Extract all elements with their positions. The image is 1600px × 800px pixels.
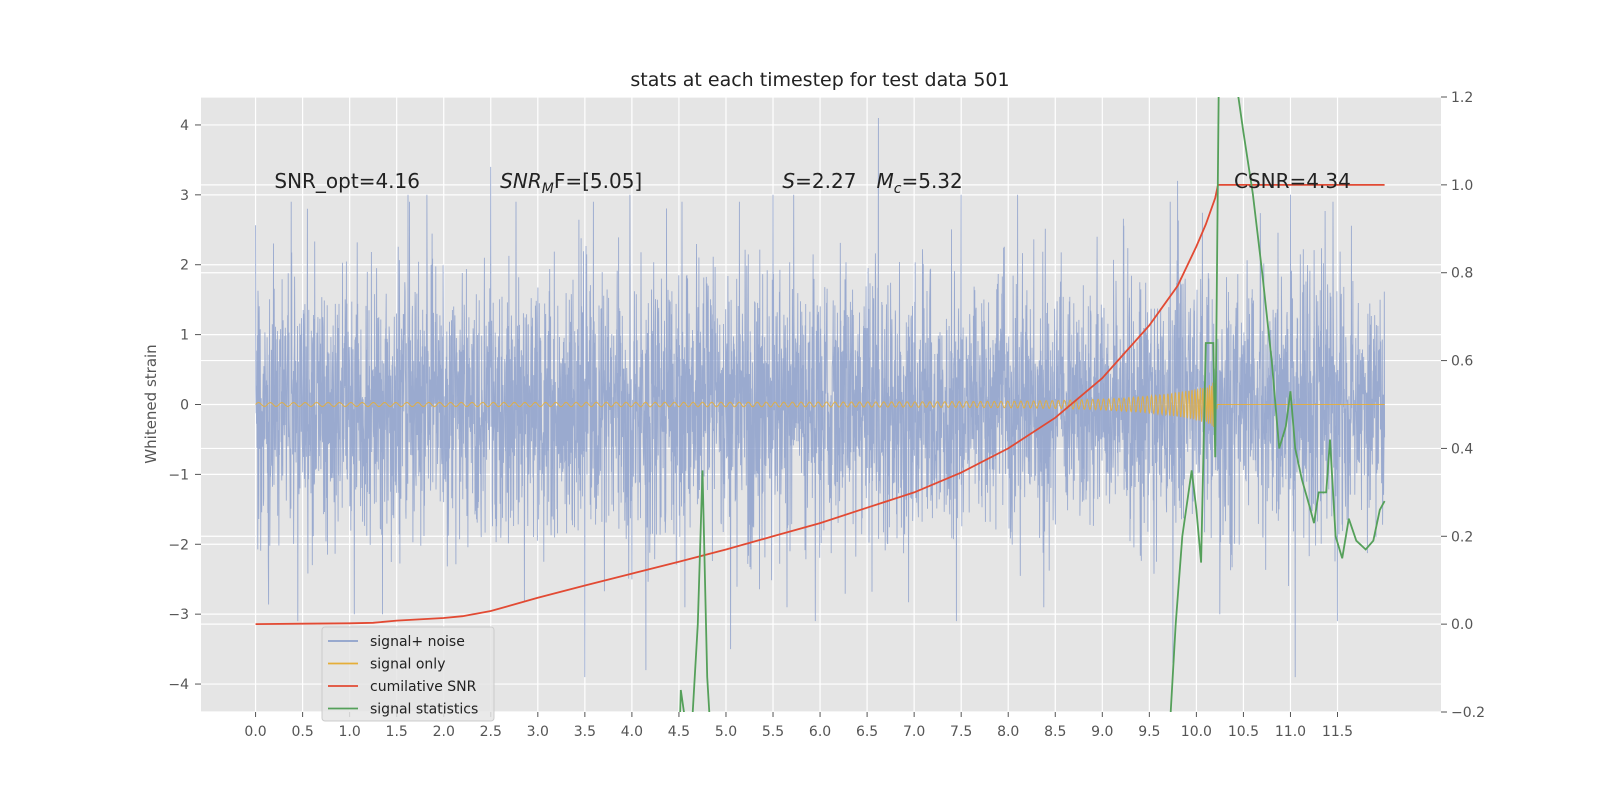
x-tick-label: 7.0: [903, 724, 925, 740]
x-tick-label: 8.5: [1044, 724, 1066, 740]
x-tick-label: 7.5: [950, 724, 972, 740]
series-layer: [255, 97, 1386, 712]
y-tick-label: 2: [180, 258, 189, 274]
y-axis-label: Whitened strain: [142, 344, 160, 463]
y-tick-label: −4: [168, 677, 189, 693]
y-axis-left: 4 3 2 1 0 −1 −2 −3 −4: [168, 118, 201, 693]
y-tick-label: 0: [180, 398, 189, 414]
x-tick-label: 4.0: [621, 724, 643, 740]
y2-tick-label: 0.0: [1451, 617, 1473, 633]
annotation: CSNR=4.34: [1234, 169, 1351, 193]
legend-label: signal statistics: [370, 702, 478, 718]
x-tick-label: 0.0: [244, 724, 266, 740]
x-tick-label: 8.0: [997, 724, 1019, 740]
y-tick-label: 4: [180, 118, 189, 134]
x-tick-label: 10.5: [1228, 724, 1259, 740]
y-axis-right: 1.2 1.0 0.8 0.6 0.4 0.2 0.0 −0.2: [1441, 90, 1485, 721]
y2-tick-label: 1.2: [1451, 90, 1473, 106]
x-tick-label: 11.5: [1322, 724, 1353, 740]
y-tick-label: −1: [168, 467, 189, 483]
legend: signal+ noise signal only cumilative SNR si…: [321, 626, 495, 722]
y-tick-label: −2: [168, 537, 189, 553]
legend-label: signal+ noise: [370, 634, 465, 650]
x-tick-label: 1.0: [339, 724, 361, 740]
x-tick-label: 9.0: [1091, 724, 1113, 740]
annotations: SNR_opt=4.16 SNRMF=[5.05] S=2.27 Mc=5.32 CSN…: [274, 169, 1350, 197]
legend-label: cumilative SNR: [370, 679, 477, 695]
x-tick-label: 2.5: [480, 724, 502, 740]
annotation: S=2.27: [782, 169, 856, 193]
annotation: SNRMF=[5.05]: [500, 169, 642, 197]
x-tick-label: 10.0: [1181, 724, 1212, 740]
x-tick-label: 6.0: [809, 724, 831, 740]
y2-tick-label: 0.4: [1451, 441, 1473, 457]
x-axis: 0.0 0.5 1.0 1.5 2.0 2.5 3.0 3.5 4.0 4.5 5.0 5.5 6.0 6…: [244, 712, 1353, 740]
x-tick-label: 2.0: [433, 724, 455, 740]
y2-tick-label: 1.0: [1451, 178, 1473, 194]
y2-tick-label: −0.2: [1451, 705, 1485, 721]
y2-tick-label: 0.6: [1451, 354, 1473, 370]
chart-title: stats at each timestep for test data 501: [630, 69, 1009, 91]
y-tick-label: 3: [180, 188, 189, 204]
x-tick-label: 11.0: [1275, 724, 1306, 740]
series-signal-only: [255, 382, 1385, 428]
x-tick-label: 5.5: [762, 724, 784, 740]
y2-tick-label: 0.2: [1451, 529, 1473, 545]
x-tick-label: 6.5: [856, 724, 878, 740]
plot-series: [255, 97, 1386, 712]
legend-label: signal only: [370, 657, 445, 673]
x-tick-label: 4.5: [668, 724, 690, 740]
x-tick-label: 5.0: [715, 724, 737, 740]
y-tick-label: −3: [168, 607, 189, 623]
series-cumulative-snr: [255, 184, 1385, 625]
series-signal-statistics: [679, 470, 711, 712]
series-signal-statistics: [1169, 97, 1386, 712]
y-tick-label: 1: [180, 328, 189, 344]
annotation: SNR_opt=4.16: [274, 169, 420, 193]
y2-tick-label: 0.8: [1451, 266, 1473, 282]
legend-box: [321, 626, 495, 722]
annotation: Mc=5.32: [877, 169, 963, 197]
x-tick-label: 3.0: [527, 724, 549, 740]
x-tick-label: 3.5: [574, 724, 596, 740]
x-tick-label: 9.5: [1138, 724, 1160, 740]
x-tick-label: 1.5: [386, 724, 408, 740]
series-signal-noise: [255, 117, 1386, 678]
x-tick-label: 0.5: [291, 724, 313, 740]
